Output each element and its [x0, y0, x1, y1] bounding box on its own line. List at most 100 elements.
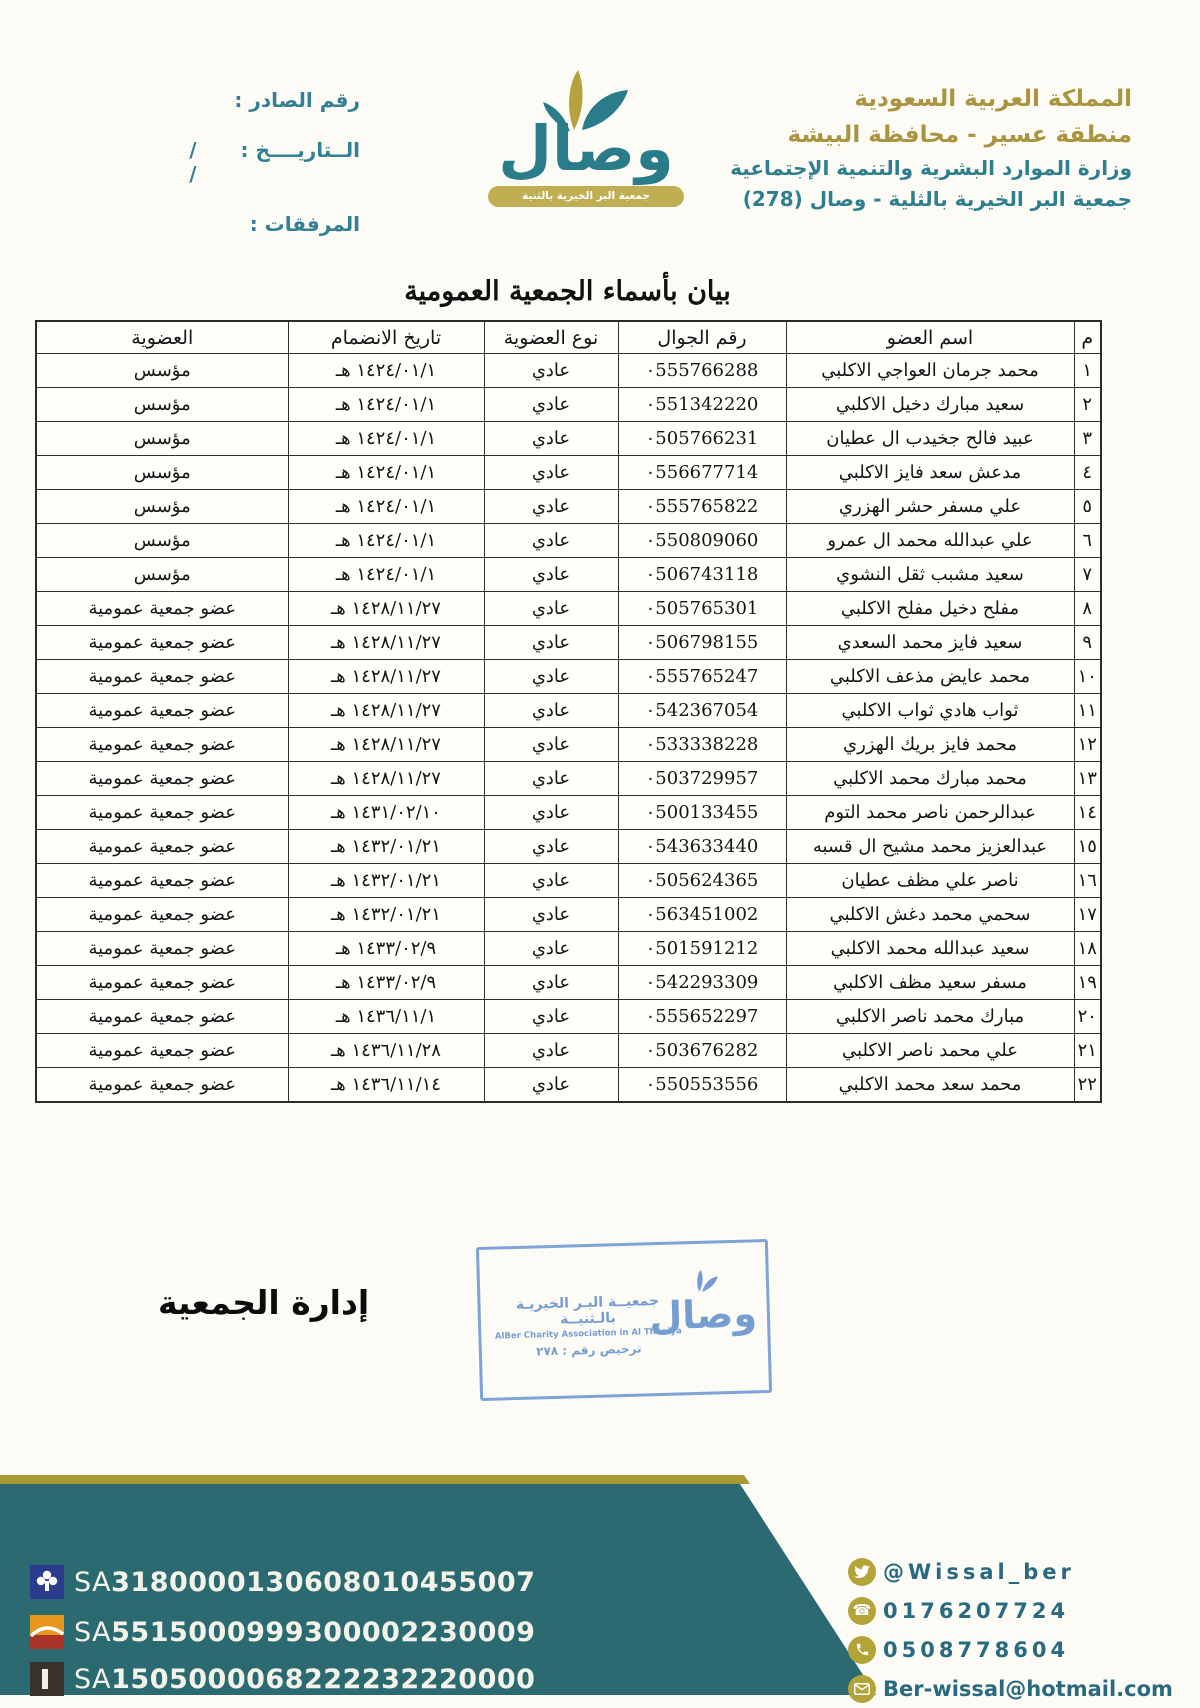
- mobile-number-cell: ٠505766231: [617, 421, 787, 456]
- row-number: ١٢: [1073, 727, 1102, 762]
- member-row: ١٧ سحمي محمد دغش الاكلبي ٠563451002 عادي ١٤٣…: [35, 897, 1102, 932]
- membership-type-cell: عادي: [483, 1067, 619, 1103]
- membership-cell: مؤسس: [35, 523, 289, 558]
- join-date-cell: ١٤٢٤/٠١/١ هـ: [287, 557, 485, 592]
- header-mobile: رقم الجوال: [617, 320, 787, 354]
- member-name-cell: محمد مبارك محمد الاكلبي: [785, 761, 1075, 796]
- mobile-number-cell: ٠550553556: [617, 1067, 787, 1103]
- membership-cell: عضو جمعية عمومية: [35, 693, 289, 728]
- mobile-number-cell: ٠500133455: [617, 795, 787, 830]
- member-row: ٧ سعيد مشبب ثقل النشوي ٠506743118 عادي ١٤٢٤/…: [35, 557, 1102, 592]
- member-name-cell: علي محمد ناصر الاكلبي: [785, 1033, 1075, 1068]
- contact-row: @Wissal_ber: [848, 1552, 1178, 1591]
- membership-type-cell: عادي: [483, 557, 619, 592]
- management-signature-label: إدارة الجمعية: [158, 1283, 370, 1322]
- twitter-handle: @Wissal_ber: [883, 1559, 1075, 1584]
- row-number: ٦: [1073, 523, 1102, 558]
- member-name-cell: محمد جرمان العواجي الاكلبي: [785, 353, 1075, 388]
- stamp-leaf-icon: [697, 1269, 719, 1292]
- membership-cell: عضو جمعية عمومية: [35, 931, 289, 966]
- member-row: ٨ مفلح دخيل مفلح الاكلبي ٠505765301 عادي ١٤٢…: [35, 591, 1102, 626]
- membership-cell: عضو جمعية عمومية: [35, 625, 289, 660]
- membership-type-cell: عادي: [483, 523, 619, 558]
- join-date-cell: ١٤٣٢/٠١/٢١ هـ: [287, 829, 485, 864]
- member-row: ٣ عبيد فالح جخيدب ال عطيان ٠505766231 عادي ١…: [35, 421, 1102, 456]
- member-row: ٥ علي مسفر حشر الهزري ٠555765822 عادي ١٤٢٤/٠…: [35, 489, 1102, 524]
- membership-cell: مؤسس: [35, 455, 289, 490]
- member-name-cell: سحمي محمد دغش الاكلبي: [785, 897, 1075, 932]
- membership-cell: عضو جمعية عمومية: [35, 659, 289, 694]
- membership-type-cell: عادي: [483, 591, 619, 626]
- org-ministry-line: وزارة الموارد البشرية والتنمية الإجتماعي…: [730, 156, 1132, 181]
- header-member-name: اسم العضو: [785, 320, 1075, 354]
- join-date-cell: ١٤٢٤/٠١/١ هـ: [287, 353, 485, 388]
- member-row: ١٦ ناصر علي مظف عطيان ٠505624365 عادي ١٤٣٢/٠…: [35, 863, 1102, 898]
- member-row: ٢ سعيد مبارك دخيل الاكلبي ٠551342220 عادي ١٤…: [35, 387, 1102, 422]
- member-table-body: ١ محمد جرمان العواجي الاكلبي ٠555766288 عاد…: [35, 353, 1102, 1103]
- join-date-cell: ١٤٣١/٠٢/١٠ هـ: [287, 795, 485, 830]
- membership-type-cell: عادي: [483, 829, 619, 864]
- iban-list: SA3180000130608010455007 SA5515000999300…: [30, 1560, 730, 1698]
- membership-type-cell: عادي: [483, 727, 619, 762]
- membership-cell: عضو جمعية عمومية: [35, 829, 289, 864]
- date-label: الــتاريــــخ :: [240, 138, 360, 162]
- membership-type-cell: عادي: [483, 659, 619, 694]
- albilad-bank-icon: [30, 1615, 64, 1649]
- stamp-logo: وصال: [648, 1268, 757, 1338]
- stamp-text-block: جمعيــة البـر الخيريـة بالـثنيــة AlBer …: [492, 1292, 684, 1359]
- row-number: ١٣: [1073, 761, 1102, 796]
- contact-list: @Wissal_ber ☎ 0176207724 0508778604 Ber-…: [848, 1552, 1178, 1708]
- join-date-cell: ١٤٣٦/١١/٢٨ هـ: [287, 1033, 485, 1068]
- membership-type-cell: عادي: [483, 761, 619, 796]
- logo-wordmark: وصال: [498, 112, 674, 185]
- mobile-number-cell: ٠503729957: [617, 761, 787, 796]
- membership-type-cell: عادي: [483, 693, 619, 728]
- mobile-icon: [848, 1635, 876, 1664]
- contact-row: ☎ 0176207724: [848, 1591, 1178, 1630]
- membership-cell: عضو جمعية عمومية: [35, 727, 289, 762]
- org-country-line: المملكة العربية السعودية: [854, 86, 1132, 112]
- join-date-cell: ١٤٢٤/٠١/١ هـ: [287, 421, 485, 456]
- member-name-cell: محمد فايز بريك الهزري: [785, 727, 1075, 762]
- footer-banner: [0, 1475, 876, 1695]
- row-number: ٣: [1073, 421, 1102, 456]
- twitter-icon: [848, 1557, 876, 1586]
- membership-type-cell: عادي: [483, 353, 619, 388]
- mobile-number-cell: ٠542367054: [617, 693, 787, 728]
- mobile-number-cell: ٠533338228: [617, 727, 787, 762]
- member-row: ١١ ثواب هادي ثواب الاكلبي ٠542367054 عادي ١٤…: [35, 693, 1102, 728]
- member-row: ٤ مدعش سعد فايز الاكلبي ٠556677714 عادي ١٤٢٤…: [35, 455, 1102, 490]
- member-row: ١٥ عبدالعزيز محمد مشيح ال قسبه ٠543633440 ع…: [35, 829, 1102, 864]
- membership-type-cell: عادي: [483, 863, 619, 898]
- join-date-cell: ١٤٢٤/٠١/١ هـ: [287, 489, 485, 524]
- iban-value: SA1505000068222232220000: [74, 1663, 536, 1695]
- membership-cell: مؤسس: [35, 489, 289, 524]
- membership-cell: عضو جمعية عمومية: [35, 965, 289, 1000]
- member-row: ٢٢ محمد سعد محمد الاكلبي ٠550553556 عادي ١٤٣…: [35, 1067, 1102, 1103]
- logo-banner-text: جمعية البر الخيرية بالثنية: [488, 186, 684, 207]
- membership-type-cell: عادي: [483, 387, 619, 422]
- member-name-cell: محمد عايض مذعف الاكلبي: [785, 659, 1075, 694]
- contact-row: 0508778604: [848, 1630, 1178, 1669]
- member-name-cell: مفلح دخيل مفلح الاكلبي: [785, 591, 1075, 626]
- header-join-date: تاريخ الانضمام: [287, 320, 485, 354]
- member-row: ١٤ عبدالرحمن ناصر محمد التوم ٠500133455 عاد…: [35, 795, 1102, 830]
- mobile-number-cell: ٠563451002: [617, 897, 787, 932]
- member-name-cell: مبارك محمد ناصر الاكلبي: [785, 999, 1075, 1034]
- join-date-cell: ١٤٢٨/١١/٢٧ هـ: [287, 625, 485, 660]
- alrajhi-bank-icon: [30, 1565, 64, 1599]
- table-header-row: م اسم العضو رقم الجوال نوع العضوية تاريخ…: [35, 320, 1102, 354]
- join-date-cell: ١٤٢٨/١١/٢٧ هـ: [287, 659, 485, 694]
- member-name-cell: ثواب هادي ثواب الاكلبي: [785, 693, 1075, 728]
- membership-type-cell: عادي: [483, 455, 619, 490]
- wissal-logo: وصال جمعية البر الخيرية بالثنية: [478, 66, 694, 231]
- join-date-cell: ١٤٢٨/١١/٢٧ هـ: [287, 693, 485, 728]
- row-number: ٢٢: [1073, 1067, 1102, 1103]
- letterhead-serial-block: رقم الصادر : الــتاريــــخ : / / المرفقا…: [130, 88, 360, 262]
- iban-row: SA5515000999300002230009: [30, 1610, 730, 1654]
- row-number: ١٥: [1073, 829, 1102, 864]
- row-number: ٩: [1073, 625, 1102, 660]
- membership-cell: عضو جمعية عمومية: [35, 1067, 289, 1103]
- mobile-number-cell: ٠506798155: [617, 625, 787, 660]
- membership-cell: مؤسس: [35, 557, 289, 592]
